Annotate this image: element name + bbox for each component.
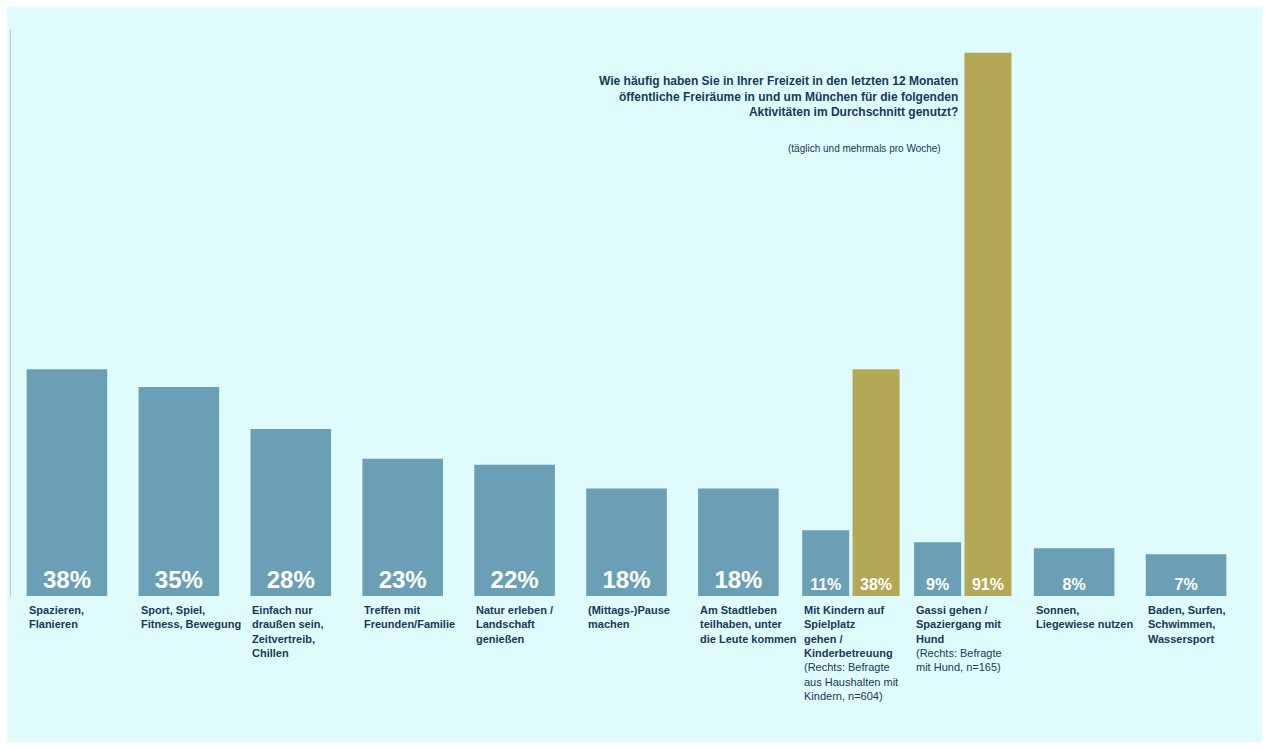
svg-text:11%: 11% (810, 576, 841, 593)
svg-text:9%: 9% (926, 576, 949, 593)
svg-text:Sport, Spiel,Fitness, Bewegung: Sport, Spiel,Fitness, Bewegung (141, 604, 241, 630)
svg-text:Treffen mitFreunden/Familie: Treffen mitFreunden/Familie (364, 604, 455, 630)
svg-text:91%: 91% (972, 576, 1004, 593)
svg-text:Einfach nurdraußen sein,Zeitve: Einfach nurdraußen sein,Zeitvertreib,Chi… (252, 604, 324, 659)
svg-text:35%: 35% (155, 566, 203, 593)
svg-text:38%: 38% (43, 566, 91, 593)
svg-text:Am Stadtlebenteilhaben, unterd: Am Stadtlebenteilhaben, unterdie Leute k… (700, 604, 797, 645)
svg-text:22%: 22% (491, 566, 539, 593)
svg-text:38%: 38% (860, 576, 892, 593)
svg-text:28%: 28% (267, 566, 315, 593)
svg-text:Wie häufig haben Sie in Ihrer: Wie häufig haben Sie in Ihrer Freizeit i… (599, 74, 958, 119)
svg-text:8%: 8% (1063, 576, 1086, 593)
svg-text:Spazieren,Flanieren: Spazieren,Flanieren (29, 604, 84, 630)
svg-text:Sonnen,Liegewiese nutzen: Sonnen,Liegewiese nutzen (1036, 604, 1133, 630)
svg-text:(Mittags-)Pausemachen: (Mittags-)Pausemachen (588, 604, 670, 630)
svg-text:Natur erleben /Landschaftgenie: Natur erleben /Landschaftgenießen (476, 604, 553, 645)
svg-text:23%: 23% (379, 566, 427, 593)
svg-text:Gassi gehen /Spaziergang mitHu: Gassi gehen /Spaziergang mitHund(Rechts:… (916, 604, 1002, 673)
svg-text:(täglich und mehrmals pro Woch: (täglich und mehrmals pro Woche) (788, 143, 941, 154)
svg-text:18%: 18% (602, 566, 650, 593)
svg-text:7%: 7% (1174, 576, 1197, 593)
svg-text:Baden, Surfen,Schwimmen,Wasser: Baden, Surfen,Schwimmen,Wassersport (1148, 604, 1226, 645)
svg-text:18%: 18% (714, 566, 762, 593)
svg-text:Mit Kindern aufSpielplatzgehen: Mit Kindern aufSpielplatzgehen /Kinderbe… (804, 604, 898, 702)
